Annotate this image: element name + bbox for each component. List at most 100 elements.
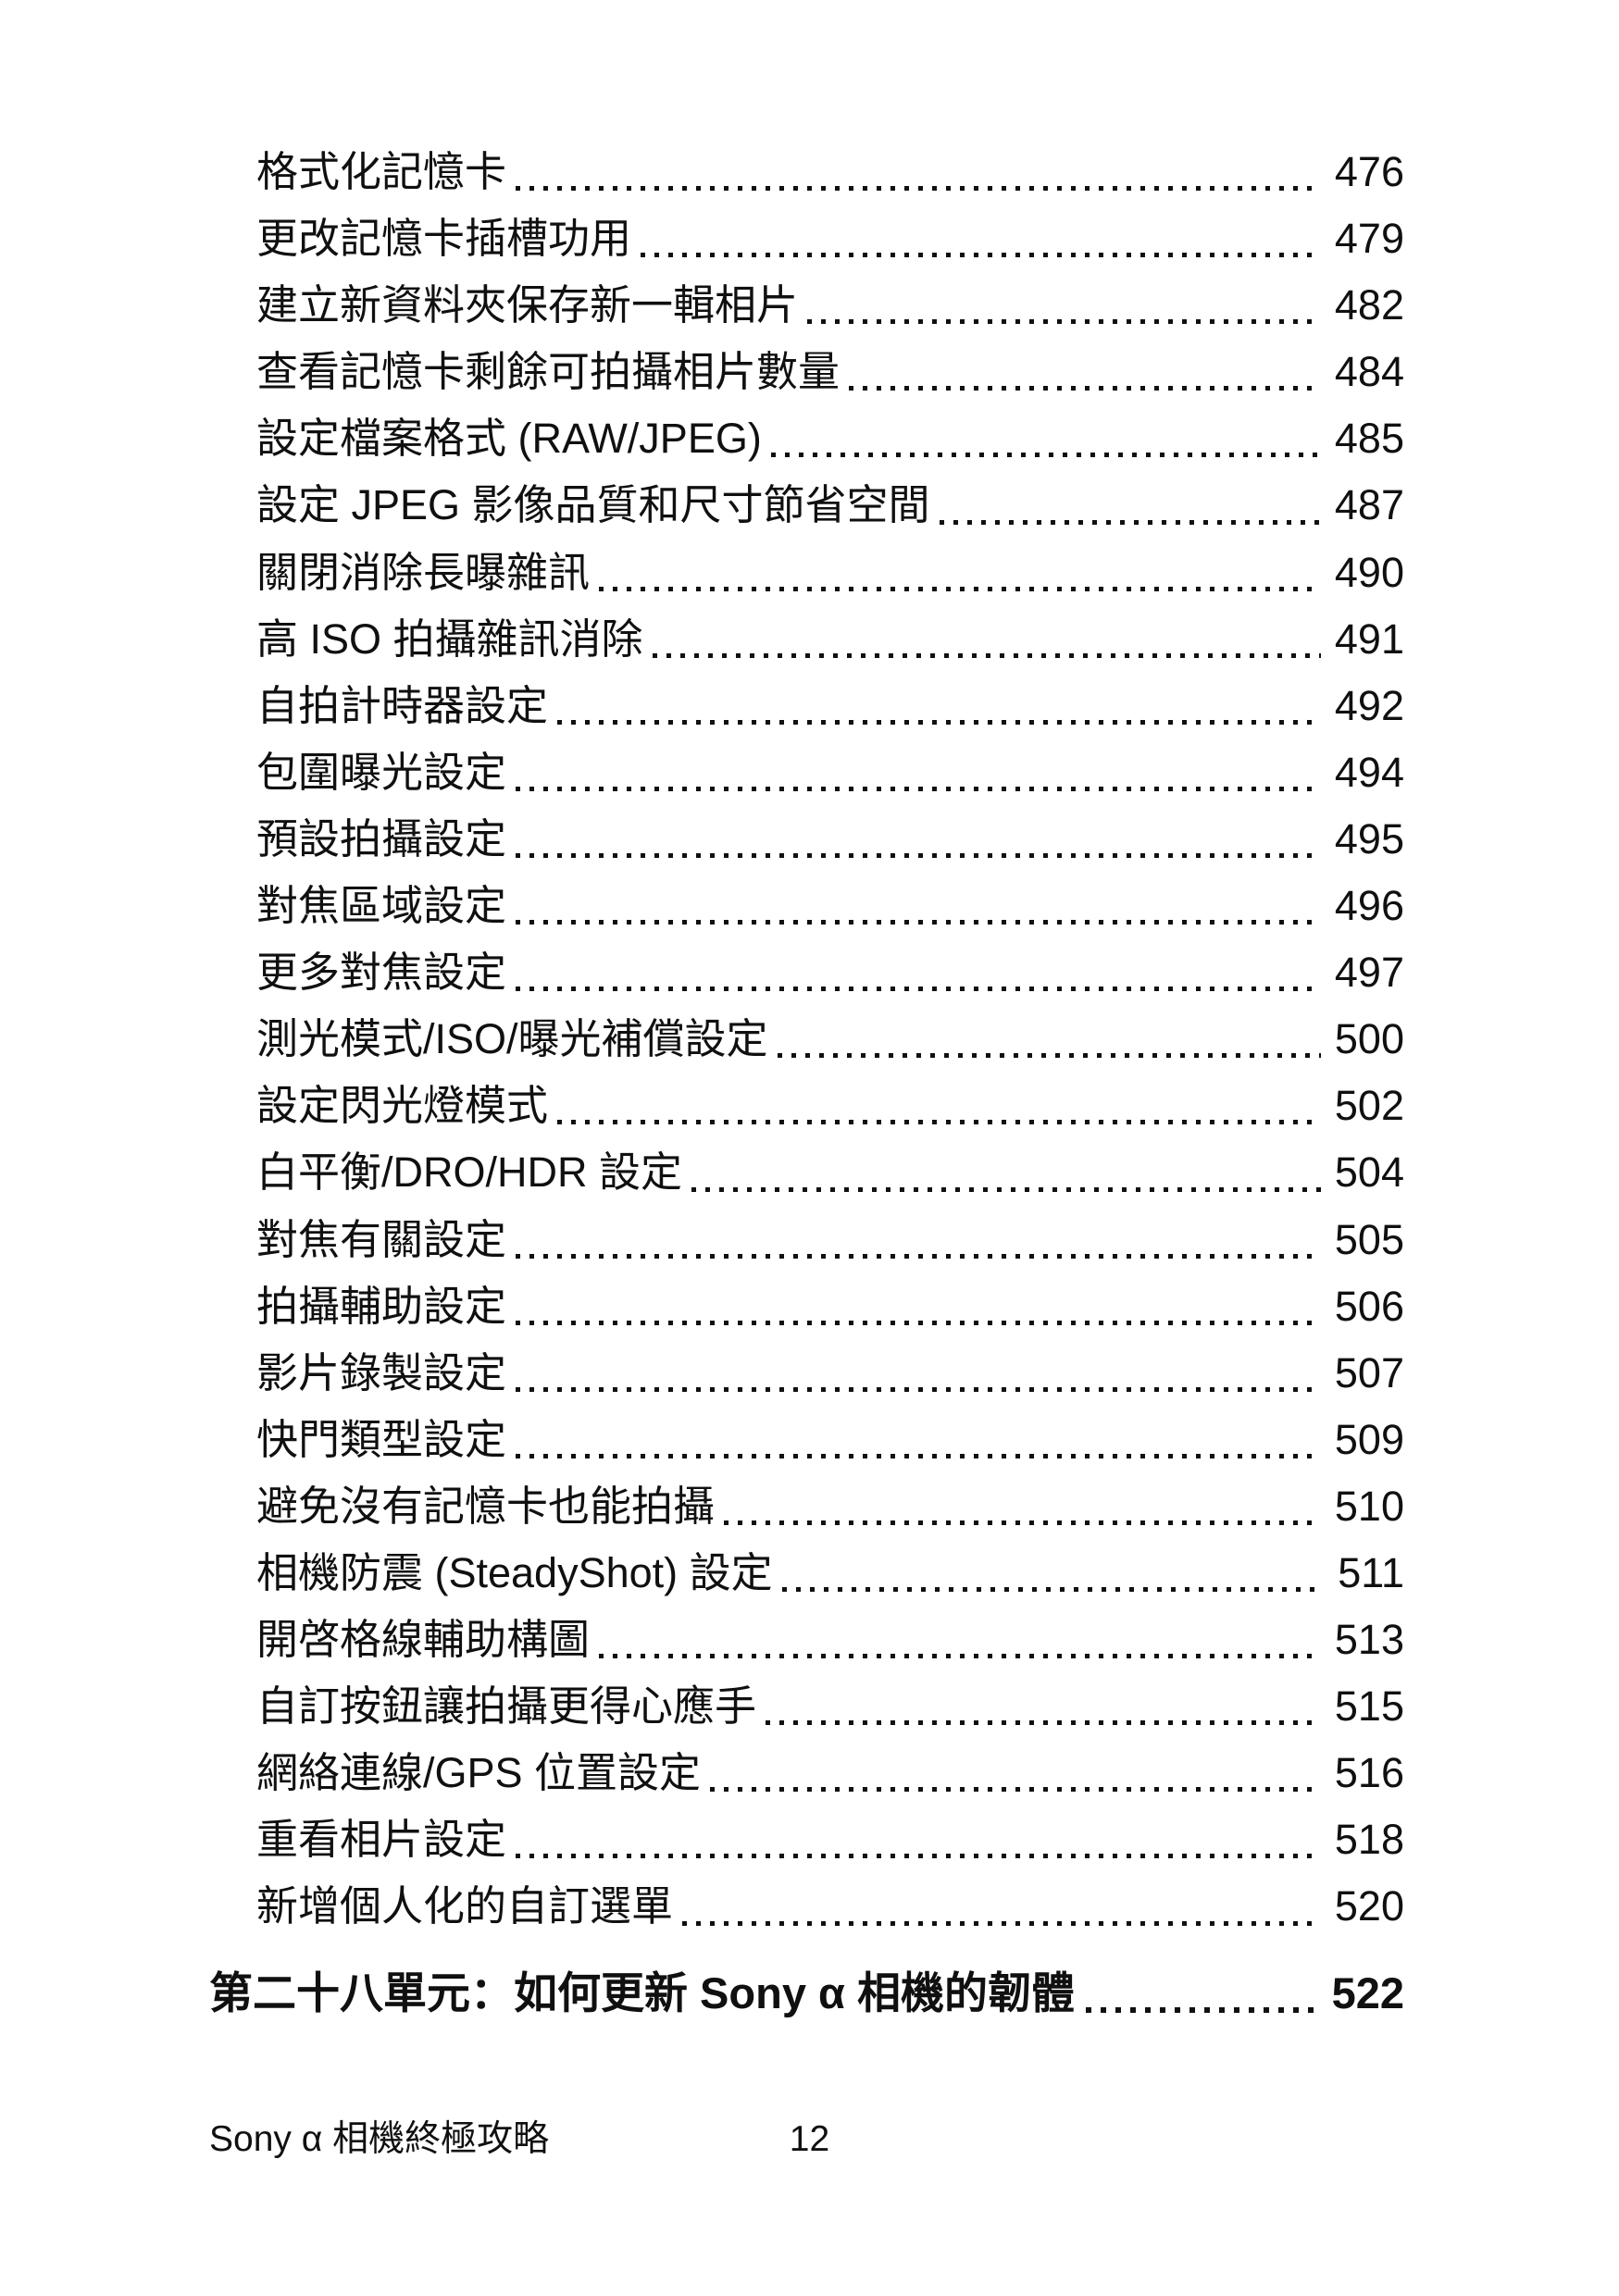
toc-entry-row: 自拍計時器設定 492 — [256, 673, 1404, 739]
dot-leader — [724, 1520, 1321, 1525]
toc-entry-row: 設定 JPEG 影像品質和尺寸節省空間 487 — [256, 472, 1404, 539]
toc-entry-row: 建立新資料夾保存新一輯相片 482 — [256, 272, 1404, 339]
toc-entry-page: 511 — [1338, 1548, 1404, 1596]
toc-entry-page: 516 — [1334, 1749, 1404, 1797]
dot-leader — [516, 186, 1321, 192]
toc-entry-row: 白平衡/DRO/HDR 設定 504 — [256, 1139, 1404, 1206]
toc-chapter-heading: 第二十八單元：如何更新 Sony α 相機的韌體 522 — [209, 1958, 1404, 2029]
toc-entry-title: 自拍計時器設定 — [256, 681, 549, 729]
footer-book-title: Sony α 相機終極攻略 — [209, 2119, 550, 2159]
dot-leader — [682, 1920, 1321, 1926]
toc-entry-page: 492 — [1334, 681, 1404, 729]
toc-entry-page: 520 — [1334, 1882, 1404, 1930]
toc-entry-row: 預設拍攝設定 495 — [256, 806, 1404, 873]
toc-entry-row: 自訂按鈕讓拍攝更得心應手 515 — [256, 1673, 1404, 1740]
toc-entry-title: 拍攝輔助設定 — [256, 1282, 507, 1330]
dot-leader — [516, 786, 1321, 791]
toc-entry-title: 對焦區域設定 — [256, 882, 507, 930]
toc-entry-title: 避免沒有記憶卡也能拍攝 — [256, 1482, 716, 1530]
toc-entry-row: 快門類型設定 509 — [256, 1407, 1404, 1473]
dot-leader — [516, 1854, 1321, 1859]
toc-entry-page: 502 — [1334, 1082, 1404, 1130]
dot-leader — [516, 1253, 1321, 1259]
dot-leader — [781, 1587, 1321, 1593]
toc-entry-page: 476 — [1334, 148, 1404, 195]
toc-entry-page: 507 — [1334, 1348, 1404, 1396]
dot-leader — [641, 253, 1321, 258]
dot-leader — [557, 1120, 1321, 1125]
dot-leader — [1085, 2007, 1317, 2013]
toc-entry-row: 更改記憶卡插槽功用 479 — [256, 205, 1404, 272]
toc-entry-page: 515 — [1334, 1682, 1404, 1731]
dot-leader — [516, 1386, 1321, 1392]
toc-entry-row: 重看相片設定 518 — [256, 1806, 1404, 1873]
toc-entry-row: 開啓格線輔助構圖 513 — [256, 1607, 1404, 1673]
toc-entry-title: 格式化記憶卡 — [256, 148, 507, 195]
toc-entry-page: 513 — [1334, 1616, 1404, 1664]
toc-entry-title: 更改記憶卡插槽功用 — [256, 215, 632, 263]
dot-leader — [939, 519, 1321, 525]
toc-entry-title: 網絡連線/GPS 位置設定 — [256, 1749, 702, 1797]
toc-entry-title: 建立新資料夾保存新一輯相片 — [256, 281, 799, 329]
toc-entry-title: 查看記憶卡剩餘可拍攝相片數量 — [256, 348, 841, 396]
toc-entry-page: 491 — [1334, 614, 1404, 663]
toc-entry-title: 高 ISO 拍攝雜訊消除 — [256, 614, 643, 663]
toc-entry-page: 484 — [1334, 348, 1404, 396]
toc-entry-page: 487 — [1334, 481, 1404, 529]
toc-entry-title: 關閉消除長曝雜訊 — [256, 548, 591, 596]
toc-entry-page: 485 — [1334, 415, 1404, 463]
toc-entry-title: 重看相片設定 — [256, 1816, 507, 1864]
toc-entry-title: 設定 JPEG 影像品質和尺寸節省空間 — [256, 481, 930, 529]
toc-entry-title: 快門類型設定 — [256, 1415, 507, 1463]
toc-chapter-page: 522 — [1331, 1968, 1404, 2017]
toc-entry-title: 包圍曝光設定 — [256, 748, 507, 796]
toc-list: 格式化記憶卡 476 更改記憶卡插槽功用 479 建立新資料夾保存新一輯相片 4… — [256, 139, 1404, 1941]
toc-entry-page: 509 — [1334, 1415, 1404, 1463]
toc-entry-title: 設定閃光燈模式 — [256, 1082, 549, 1130]
page-footer: Sony α 相機終極攻略 12 — [0, 2116, 1619, 2164]
toc-entry-row: 查看記憶卡剩餘可拍攝相片數量 484 — [256, 339, 1404, 405]
dot-leader — [516, 987, 1321, 992]
toc-entry-title: 預設拍攝設定 — [256, 814, 507, 863]
toc-entry-row: 新增個人化的自訂選單 520 — [256, 1873, 1404, 1940]
toc-entry-title: 測光模式/ISO/曝光補償設定 — [256, 1015, 768, 1063]
toc-entry-row: 設定閃光燈模式 502 — [256, 1073, 1404, 1139]
dot-leader — [807, 319, 1321, 325]
toc-entry-row: 包圍曝光設定 494 — [256, 739, 1404, 806]
toc-entry-page: 479 — [1334, 215, 1404, 263]
toc-entry-row: 設定檔案格式 (RAW/JPEG) 485 — [256, 405, 1404, 472]
dot-leader — [599, 586, 1321, 591]
toc-entry-page: 500 — [1334, 1015, 1404, 1063]
toc-entry-row: 拍攝輔助設定 506 — [256, 1273, 1404, 1340]
dot-leader — [691, 1186, 1321, 1192]
toc-entry-row: 高 ISO 拍攝雜訊消除 491 — [256, 606, 1404, 673]
toc-entry-title: 相機防震 (SteadyShot) 設定 — [256, 1548, 773, 1596]
toc-entry-page: 510 — [1334, 1482, 1404, 1530]
dot-leader — [849, 386, 1321, 391]
toc-entry-row: 測光模式/ISO/曝光補償設定 500 — [256, 1006, 1404, 1073]
toc-entry-title: 更多對焦設定 — [256, 949, 507, 997]
dot-leader — [516, 853, 1321, 859]
toc-entry-row: 更多對焦設定 497 — [256, 939, 1404, 1006]
toc-chapter-title: 第二十八單元：如何更新 Sony α 相機的韌體 — [209, 1968, 1075, 2017]
toc-entry-page: 505 — [1334, 1215, 1404, 1263]
toc-entry-title: 開啓格線輔助構圖 — [256, 1616, 591, 1664]
toc-entry-page: 518 — [1334, 1816, 1404, 1864]
toc-entry-page: 496 — [1334, 882, 1404, 930]
toc-entry-row: 格式化記憶卡 476 — [256, 139, 1404, 205]
toc-entry-row: 影片錄製設定 507 — [256, 1340, 1404, 1407]
toc-entry-row: 關閉消除長曝雜訊 490 — [256, 540, 1404, 606]
dot-leader — [710, 1787, 1321, 1793]
dot-leader — [770, 453, 1321, 458]
toc-entry-row: 對焦區域設定 496 — [256, 873, 1404, 939]
toc-entry-page: 494 — [1334, 748, 1404, 796]
dot-leader — [777, 1053, 1321, 1059]
toc-entry-page: 495 — [1334, 814, 1404, 863]
toc-entry-page: 506 — [1334, 1282, 1404, 1330]
toc-entry-title: 影片錄製設定 — [256, 1348, 507, 1396]
dot-leader — [766, 1720, 1321, 1726]
dot-leader — [516, 1320, 1321, 1325]
toc-entry-title: 新增個人化的自訂選單 — [256, 1882, 674, 1930]
dot-leader — [516, 1453, 1321, 1458]
